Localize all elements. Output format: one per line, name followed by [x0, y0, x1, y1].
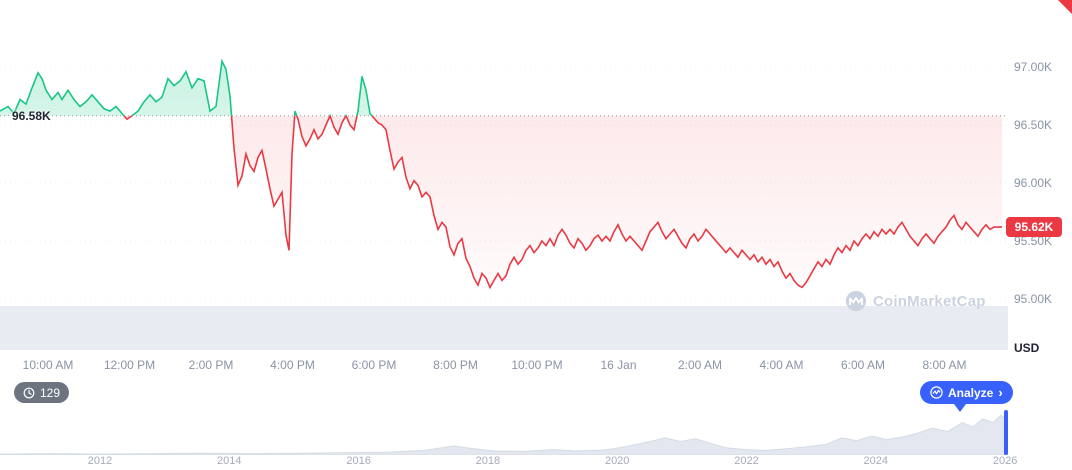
corner-marker-icon — [1058, 0, 1072, 14]
history-clock-icon — [23, 387, 35, 399]
navigator-year-tick: 2016 — [346, 455, 371, 467]
timeline-navigator[interactable] — [0, 410, 1009, 456]
x-axis-tick: 16 Jan — [600, 358, 637, 372]
alert-count-label: 129 — [40, 385, 61, 400]
navigator-handle[interactable] — [1004, 410, 1008, 455]
navigator-year-tick: 2018 — [475, 455, 501, 467]
x-axis-tick: 6:00 PM — [351, 358, 397, 372]
x-axis-tick: 6:00 AM — [840, 358, 886, 372]
navigator-year-tick: 2014 — [217, 455, 242, 467]
y-axis-tick: 97.00K — [1014, 60, 1053, 75]
navigator-year-tick: 2022 — [734, 455, 759, 467]
navigator-year-tick: 2026 — [992, 455, 1018, 467]
analyze-label: Analyze — [948, 385, 994, 400]
last-price-badge: 95.62K — [1006, 217, 1062, 238]
y-axis: 97.00K 96.50K 96.00K 95.50K 95.00K USD — [1008, 0, 1072, 360]
navigator-year-tick: 2012 — [87, 455, 113, 467]
y-axis-tick: 96.00K — [1014, 176, 1053, 190]
x-axis-tick: 10:00 AM — [22, 358, 74, 372]
navigator-year-tick: 2020 — [604, 455, 630, 467]
currency-label: USD — [1014, 341, 1040, 355]
y-axis-tick: 95.00K — [1014, 291, 1053, 306]
x-axis-tick: 2:00 PM — [188, 358, 234, 372]
x-axis-tick: 4:00 PM — [270, 358, 315, 372]
x-axis-tick: 4:00 AM — [759, 358, 804, 372]
alert-count-badge[interactable]: 129 — [14, 382, 70, 403]
watermark-text: CoinMarketCap — [873, 292, 986, 310]
analyze-button[interactable]: Analyze › — [920, 381, 1013, 404]
navigator-year-axis: 2012 2014 2016 2018 2020 2022 2024 2026 — [0, 455, 1018, 470]
x-axis-tick: 12:00 PM — [103, 358, 156, 372]
x-axis-tick: 8:00 AM — [922, 358, 967, 372]
watermark: CoinMarketCap — [845, 290, 986, 312]
baseline-price-label: 96.58K — [12, 108, 51, 123]
x-axis-tick: 2:00 AM — [677, 358, 723, 372]
price-chart-canvas[interactable] — [0, 0, 1008, 350]
coinmarketcap-logo-icon — [845, 290, 867, 312]
analyze-pointer-icon — [954, 404, 966, 412]
x-axis-tick: 10:00 PM — [511, 358, 563, 372]
analyze-chart-icon — [930, 386, 943, 399]
y-axis-tick: 96.50K — [1014, 118, 1053, 133]
chevron-right-icon: › — [998, 384, 1003, 400]
x-axis: 10:00 AM 12:00 PM 2:00 PM 4:00 PM 6:00 PM 8:0… — [0, 350, 1008, 380]
navigator-year-tick: 2024 — [863, 455, 889, 467]
x-axis-tick: 8:00 PM — [433, 358, 478, 372]
y-axis-tick: 95.50K — [1014, 233, 1053, 248]
